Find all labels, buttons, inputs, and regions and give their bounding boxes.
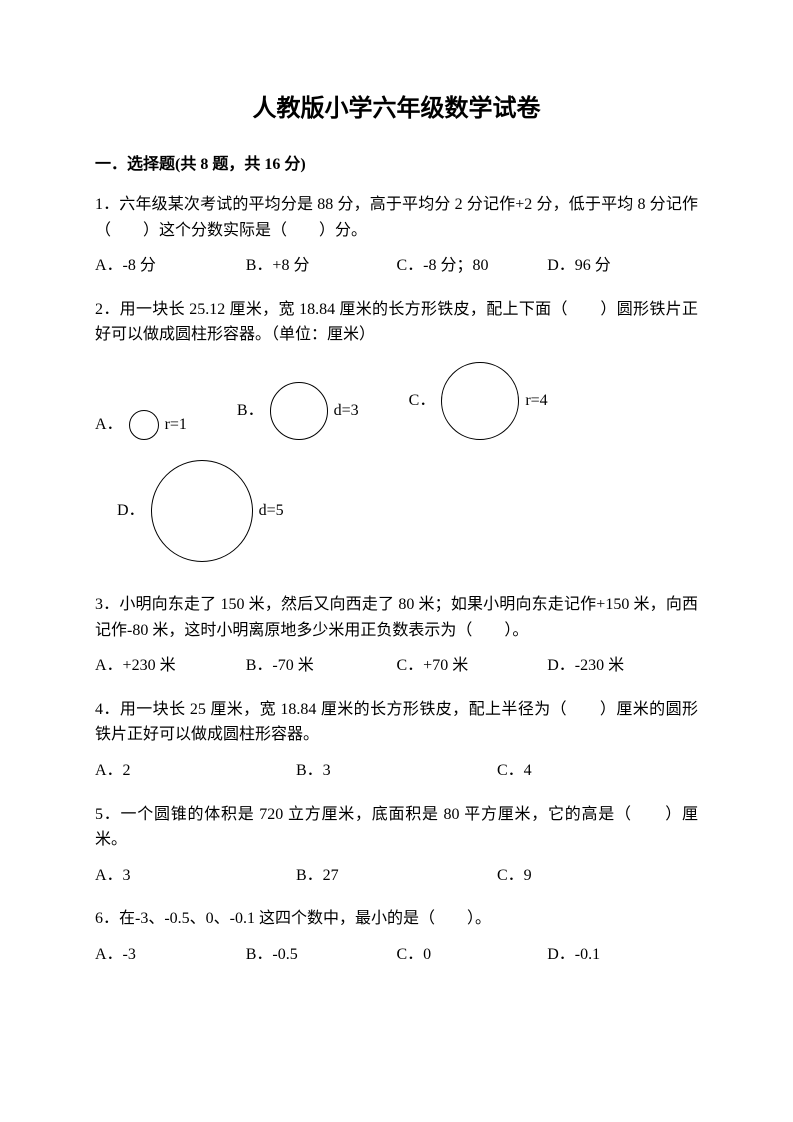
q5-option-b: B．27 <box>296 863 497 889</box>
q4-option-b: B．3 <box>296 758 497 784</box>
section-heading: 一．选择题(共 8 题，共 16 分) <box>95 152 698 178</box>
page-title: 人教版小学六年级数学试卷 <box>95 90 698 128</box>
q4-option-c: C．4 <box>497 758 698 784</box>
question-6-options: A．-3 B．-0.5 C．0 D．-0.1 <box>95 942 698 968</box>
q2-b-label: B． <box>237 398 264 424</box>
q2-option-c: C． r=4 <box>409 362 548 440</box>
circle-icon <box>441 362 519 440</box>
circle-icon <box>270 382 328 440</box>
question-2-options-row2: D． d=5 <box>95 460 698 562</box>
question-5-options: A．3 B．27 C．9 <box>95 863 698 889</box>
q5-option-c: C．9 <box>497 863 698 889</box>
q3-option-a: A．+230 米 <box>95 653 246 679</box>
q2-option-a: A． r=1 <box>95 410 187 440</box>
q2-a-label: A． <box>95 412 123 438</box>
question-3-options: A．+230 米 B．-70 米 C．+70 米 D．-230 米 <box>95 653 698 679</box>
question-5-text: 5．一个圆锥的体积是 720 立方厘米，底面积是 80 平方厘米，它的高是（ ）… <box>95 802 698 853</box>
question-4-options: A．2 B．3 C．4 <box>95 758 698 784</box>
q5-option-a: A．3 <box>95 863 296 889</box>
q6-option-b: B．-0.5 <box>246 942 397 968</box>
q3-option-d: D．-230 米 <box>547 653 698 679</box>
q2-c-label: C． <box>409 388 436 414</box>
q1-option-a: A．-8 分 <box>95 253 246 279</box>
q2-c-value: r=4 <box>525 388 547 414</box>
question-6-text: 6．在-3、-0.5、0、-0.1 这四个数中，最小的是（ ）。 <box>95 906 698 932</box>
q6-option-c: C．0 <box>397 942 548 968</box>
q2-d-value: d=5 <box>259 498 284 524</box>
question-1-text: 1．六年级某次考试的平均分是 88 分，高于平均分 2 分记作+2 分，低于平均… <box>95 192 698 243</box>
q2-d-label: D． <box>117 498 145 524</box>
q3-option-b: B．-70 米 <box>246 653 397 679</box>
q1-option-b: B．+8 分 <box>246 253 397 279</box>
q4-option-a: A．2 <box>95 758 296 784</box>
exam-page: 人教版小学六年级数学试卷 一．选择题(共 8 题，共 16 分) 1．六年级某次… <box>0 0 793 1122</box>
q1-option-d: D．96 分 <box>547 253 698 279</box>
q2-option-b: B． d=3 <box>237 382 359 440</box>
q6-option-a: A．-3 <box>95 942 246 968</box>
question-2-text: 2．用一块长 25.12 厘米，宽 18.84 厘米的长方形铁皮，配上下面（ ）… <box>95 297 698 348</box>
question-4-text: 4．用一块长 25 厘米，宽 18.84 厘米的长方形铁皮，配上半径为（ ）厘米… <box>95 697 698 748</box>
question-2-options-row1: A． r=1 B． d=3 C． r=4 <box>95 362 698 440</box>
q2-b-value: d=3 <box>334 398 359 424</box>
q2-a-value: r=1 <box>165 412 187 438</box>
question-3-text: 3．小明向东走了 150 米，然后又向西走了 80 米；如果小明向东走记作+15… <box>95 592 698 643</box>
circle-icon <box>151 460 253 562</box>
question-1-options: A．-8 分 B．+8 分 C．-8 分；80 D．96 分 <box>95 253 698 279</box>
circle-icon <box>129 410 159 440</box>
q6-option-d: D．-0.1 <box>547 942 698 968</box>
q2-option-d: D． d=5 <box>117 460 284 562</box>
q1-option-c: C．-8 分；80 <box>397 253 548 279</box>
q3-option-c: C．+70 米 <box>397 653 548 679</box>
